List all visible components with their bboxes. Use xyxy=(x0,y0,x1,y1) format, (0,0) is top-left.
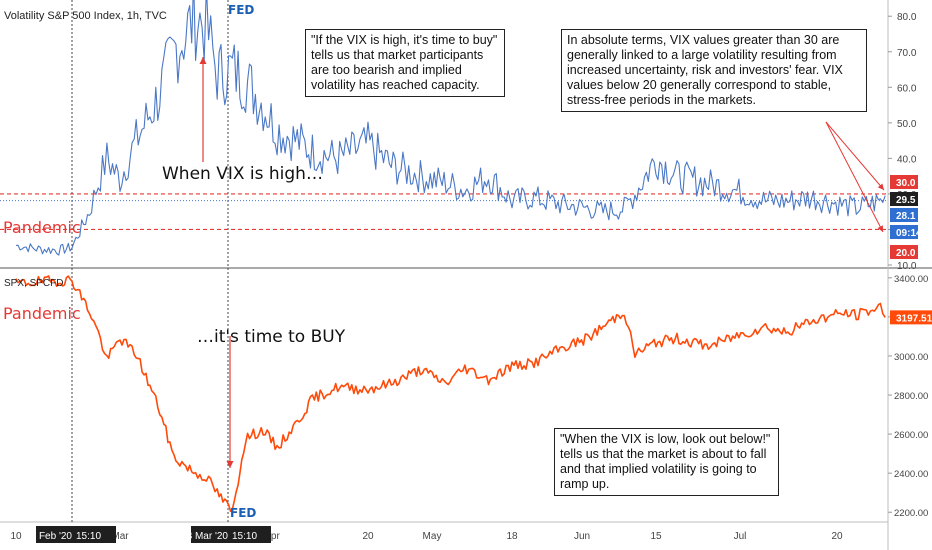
x-highlight-bg xyxy=(36,526,116,543)
fed-label-bottom: FED xyxy=(230,506,257,520)
pandemic-label-top: Pandemic xyxy=(3,218,81,237)
vix-price-badge: 30.0 xyxy=(896,178,916,189)
fed-label-top: FED xyxy=(228,3,255,17)
arrow-to-30 xyxy=(825,121,885,191)
absolute-terms-box: In absolute terms, VIX values greater th… xyxy=(561,29,867,112)
x-tick-label: 15 xyxy=(650,531,662,542)
spx-tick-label: 3400.00 xyxy=(894,274,928,285)
vix-line xyxy=(15,0,886,256)
spx-line xyxy=(15,275,886,512)
vix-price-badge-bg xyxy=(890,225,918,239)
x-highlight-time: 15:10 xyxy=(232,531,257,542)
vix-price-badge: 29.5 xyxy=(896,195,916,206)
when-vix-high-label: When VIX is high… xyxy=(162,164,323,184)
vix-tick-label: 70.0 xyxy=(897,48,917,59)
x-highlight-bg xyxy=(191,526,271,543)
x-tick-label: 20 xyxy=(831,531,843,542)
x-highlight-date: 20 Feb '20 xyxy=(25,531,72,542)
vix-low-quote-box: "When the VIX is low, look out below!" t… xyxy=(554,428,779,496)
vix-chart-title: Volatility S&P 500 Index, 1h, TVC xyxy=(4,10,167,22)
spx-chart-title: SPX, SPCFD xyxy=(4,278,64,289)
arrow-to-20 xyxy=(825,121,884,233)
vix-tick-label: 50.0 xyxy=(897,119,917,130)
vix-price-badge-bg xyxy=(890,208,918,222)
x-highlight-time: 15:10 xyxy=(76,531,101,542)
spx-tick-label: 2200.00 xyxy=(894,508,928,519)
spx-price-badge: 3197.51 xyxy=(896,313,932,324)
vix-price-badge-bg xyxy=(890,175,918,189)
vix-tick-label: 10.0 xyxy=(897,261,917,272)
x-tick-label: 18 xyxy=(506,531,518,542)
spx-tick-label: 3000.00 xyxy=(894,352,928,363)
vix-price-badge-bg xyxy=(890,245,918,259)
x-tick-label: Jul xyxy=(734,531,747,542)
x-tick-label: Jun xyxy=(574,531,590,542)
vix-tick-label: 40.0 xyxy=(897,154,917,165)
time-to-buy-label: …it's time to BUY xyxy=(197,327,346,347)
x-tick-label: 20 xyxy=(362,531,374,542)
x-tick-label: May xyxy=(423,531,442,542)
vix-price-badge: 09:14 xyxy=(896,228,922,239)
vix-high-quote-box: "If the VIX is high, it's time to buy" t… xyxy=(305,29,505,97)
spx-tick-label: 2600.00 xyxy=(894,430,928,441)
vix-tick-label: 80.0 xyxy=(897,12,917,23)
vix-price-badge: 28.1 xyxy=(896,211,916,222)
x-tick-label: 10 xyxy=(10,531,22,542)
vix-price-badge: 20.0 xyxy=(896,248,916,259)
x-highlight-date: 23 Mar '20 xyxy=(181,531,228,542)
pandemic-label-bottom: Pandemic xyxy=(3,304,81,323)
spx-tick-label: 2800.00 xyxy=(894,391,928,402)
x-tick-label: Mar xyxy=(111,531,129,542)
x-tick-label: Apr xyxy=(264,531,280,542)
vix-tick-label: 60.0 xyxy=(897,83,917,94)
vix-price-badge-bg xyxy=(890,192,918,206)
spx-price-badge-bg xyxy=(890,310,932,325)
spx-tick-label: 2400.00 xyxy=(894,469,928,480)
